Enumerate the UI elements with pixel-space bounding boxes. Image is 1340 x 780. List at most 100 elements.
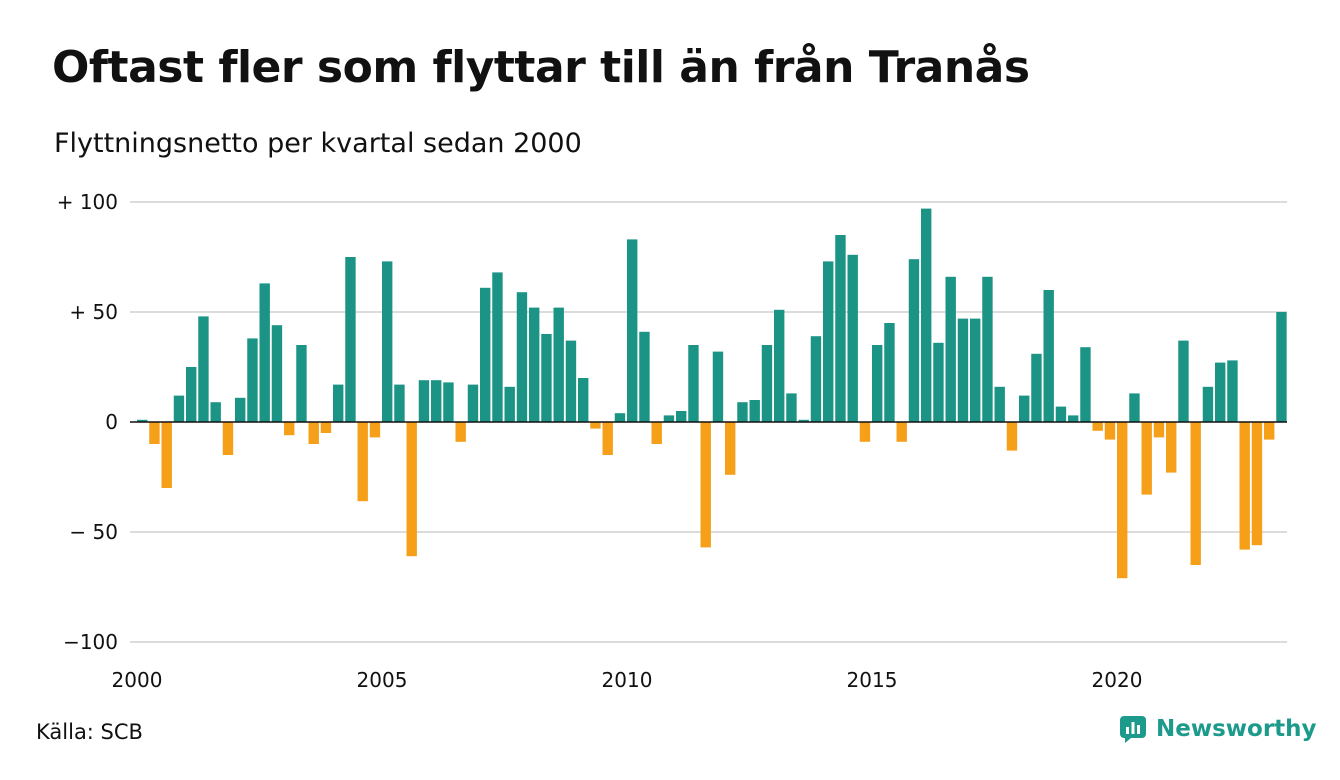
bar	[1068, 415, 1079, 422]
bar	[737, 402, 748, 422]
bar	[1251, 422, 1263, 546]
bar	[406, 422, 417, 557]
bar	[382, 261, 393, 422]
bar	[431, 380, 442, 422]
bar	[1215, 362, 1226, 422]
bar	[1141, 422, 1152, 495]
bar	[308, 422, 319, 444]
bar	[663, 415, 675, 422]
x-tick-label: 2000	[112, 668, 163, 692]
bar	[1019, 395, 1030, 422]
bar	[394, 384, 405, 422]
bar	[700, 422, 711, 548]
bar	[467, 384, 479, 422]
y-tick-label: + 50	[69, 300, 118, 324]
bar	[1190, 422, 1201, 565]
bar	[455, 422, 466, 442]
bar	[970, 318, 981, 422]
bar	[418, 380, 430, 422]
bar	[921, 208, 932, 422]
bar	[761, 345, 773, 422]
bar	[369, 422, 381, 438]
bar	[810, 336, 822, 422]
x-tick-label: 2005	[357, 668, 408, 692]
y-tick-label: − 50	[69, 520, 118, 544]
bar	[945, 276, 956, 422]
bar	[774, 309, 785, 422]
bar	[161, 422, 172, 488]
y-tick-label: 0	[105, 410, 118, 434]
bar	[492, 272, 503, 422]
bar	[1202, 386, 1214, 422]
bar	[137, 419, 148, 422]
bar	[480, 287, 491, 422]
bar	[504, 386, 515, 422]
bar	[896, 422, 907, 442]
bar	[357, 422, 368, 502]
bar	[1080, 347, 1091, 422]
bar	[529, 307, 540, 422]
bar	[1166, 422, 1177, 473]
bar	[1227, 360, 1238, 422]
brand-logo[interactable]: Newsworthy	[1118, 714, 1317, 744]
bar	[578, 378, 589, 422]
bar	[320, 422, 332, 433]
bar	[602, 422, 613, 455]
bar	[1043, 290, 1054, 422]
bar	[1178, 340, 1189, 422]
bar	[688, 345, 699, 422]
source-note: Källa: SCB	[36, 720, 143, 744]
bar	[1153, 422, 1165, 438]
bar	[859, 422, 871, 442]
bar	[786, 393, 797, 422]
bar	[553, 307, 564, 422]
bar	[1006, 422, 1018, 451]
bar	[296, 345, 307, 422]
bars	[130, 208, 1287, 579]
bar-chart-logo-icon	[1120, 716, 1146, 743]
bar	[345, 257, 356, 422]
bar	[957, 318, 969, 422]
bar	[1055, 406, 1067, 422]
bar	[823, 261, 834, 422]
chart-subtitle: Flyttningsnetto per kvartal sedan 2000	[54, 128, 582, 159]
bar	[565, 340, 577, 422]
y-tick-label: + 100	[57, 190, 118, 214]
bar	[1239, 422, 1250, 550]
bar	[835, 235, 846, 422]
bar	[1104, 422, 1116, 440]
bar	[590, 422, 601, 429]
x-tick-label: 2015	[847, 668, 898, 692]
bar	[651, 422, 662, 444]
bar	[884, 323, 895, 422]
bar	[1129, 393, 1140, 422]
bar	[235, 397, 246, 422]
bar	[516, 292, 528, 422]
bar	[259, 283, 270, 422]
bar	[1117, 422, 1128, 579]
bar	[271, 325, 283, 422]
bar	[798, 419, 809, 422]
bar	[186, 367, 197, 422]
bar	[247, 338, 258, 422]
bar	[198, 316, 209, 422]
bar	[149, 422, 160, 444]
bar	[994, 386, 1005, 422]
bar	[933, 342, 944, 422]
bar	[676, 411, 687, 422]
bar	[541, 334, 552, 422]
bar	[614, 413, 626, 422]
bar	[222, 422, 234, 455]
bar	[1276, 312, 1287, 422]
bar	[210, 402, 221, 422]
bar	[284, 422, 295, 436]
axis-labels: + 100 + 50 0 − 50 −100 2000 2005 2010 2015 2020	[57, 190, 1143, 692]
bar	[908, 259, 920, 422]
x-tick-label: 2010	[602, 668, 653, 692]
bar	[1092, 422, 1103, 431]
bar	[872, 345, 883, 422]
bar	[639, 331, 650, 422]
bar	[712, 351, 724, 422]
chart-title: Oftast fler som flyttar till än från Tra…	[52, 42, 1030, 93]
bar	[1031, 353, 1042, 422]
